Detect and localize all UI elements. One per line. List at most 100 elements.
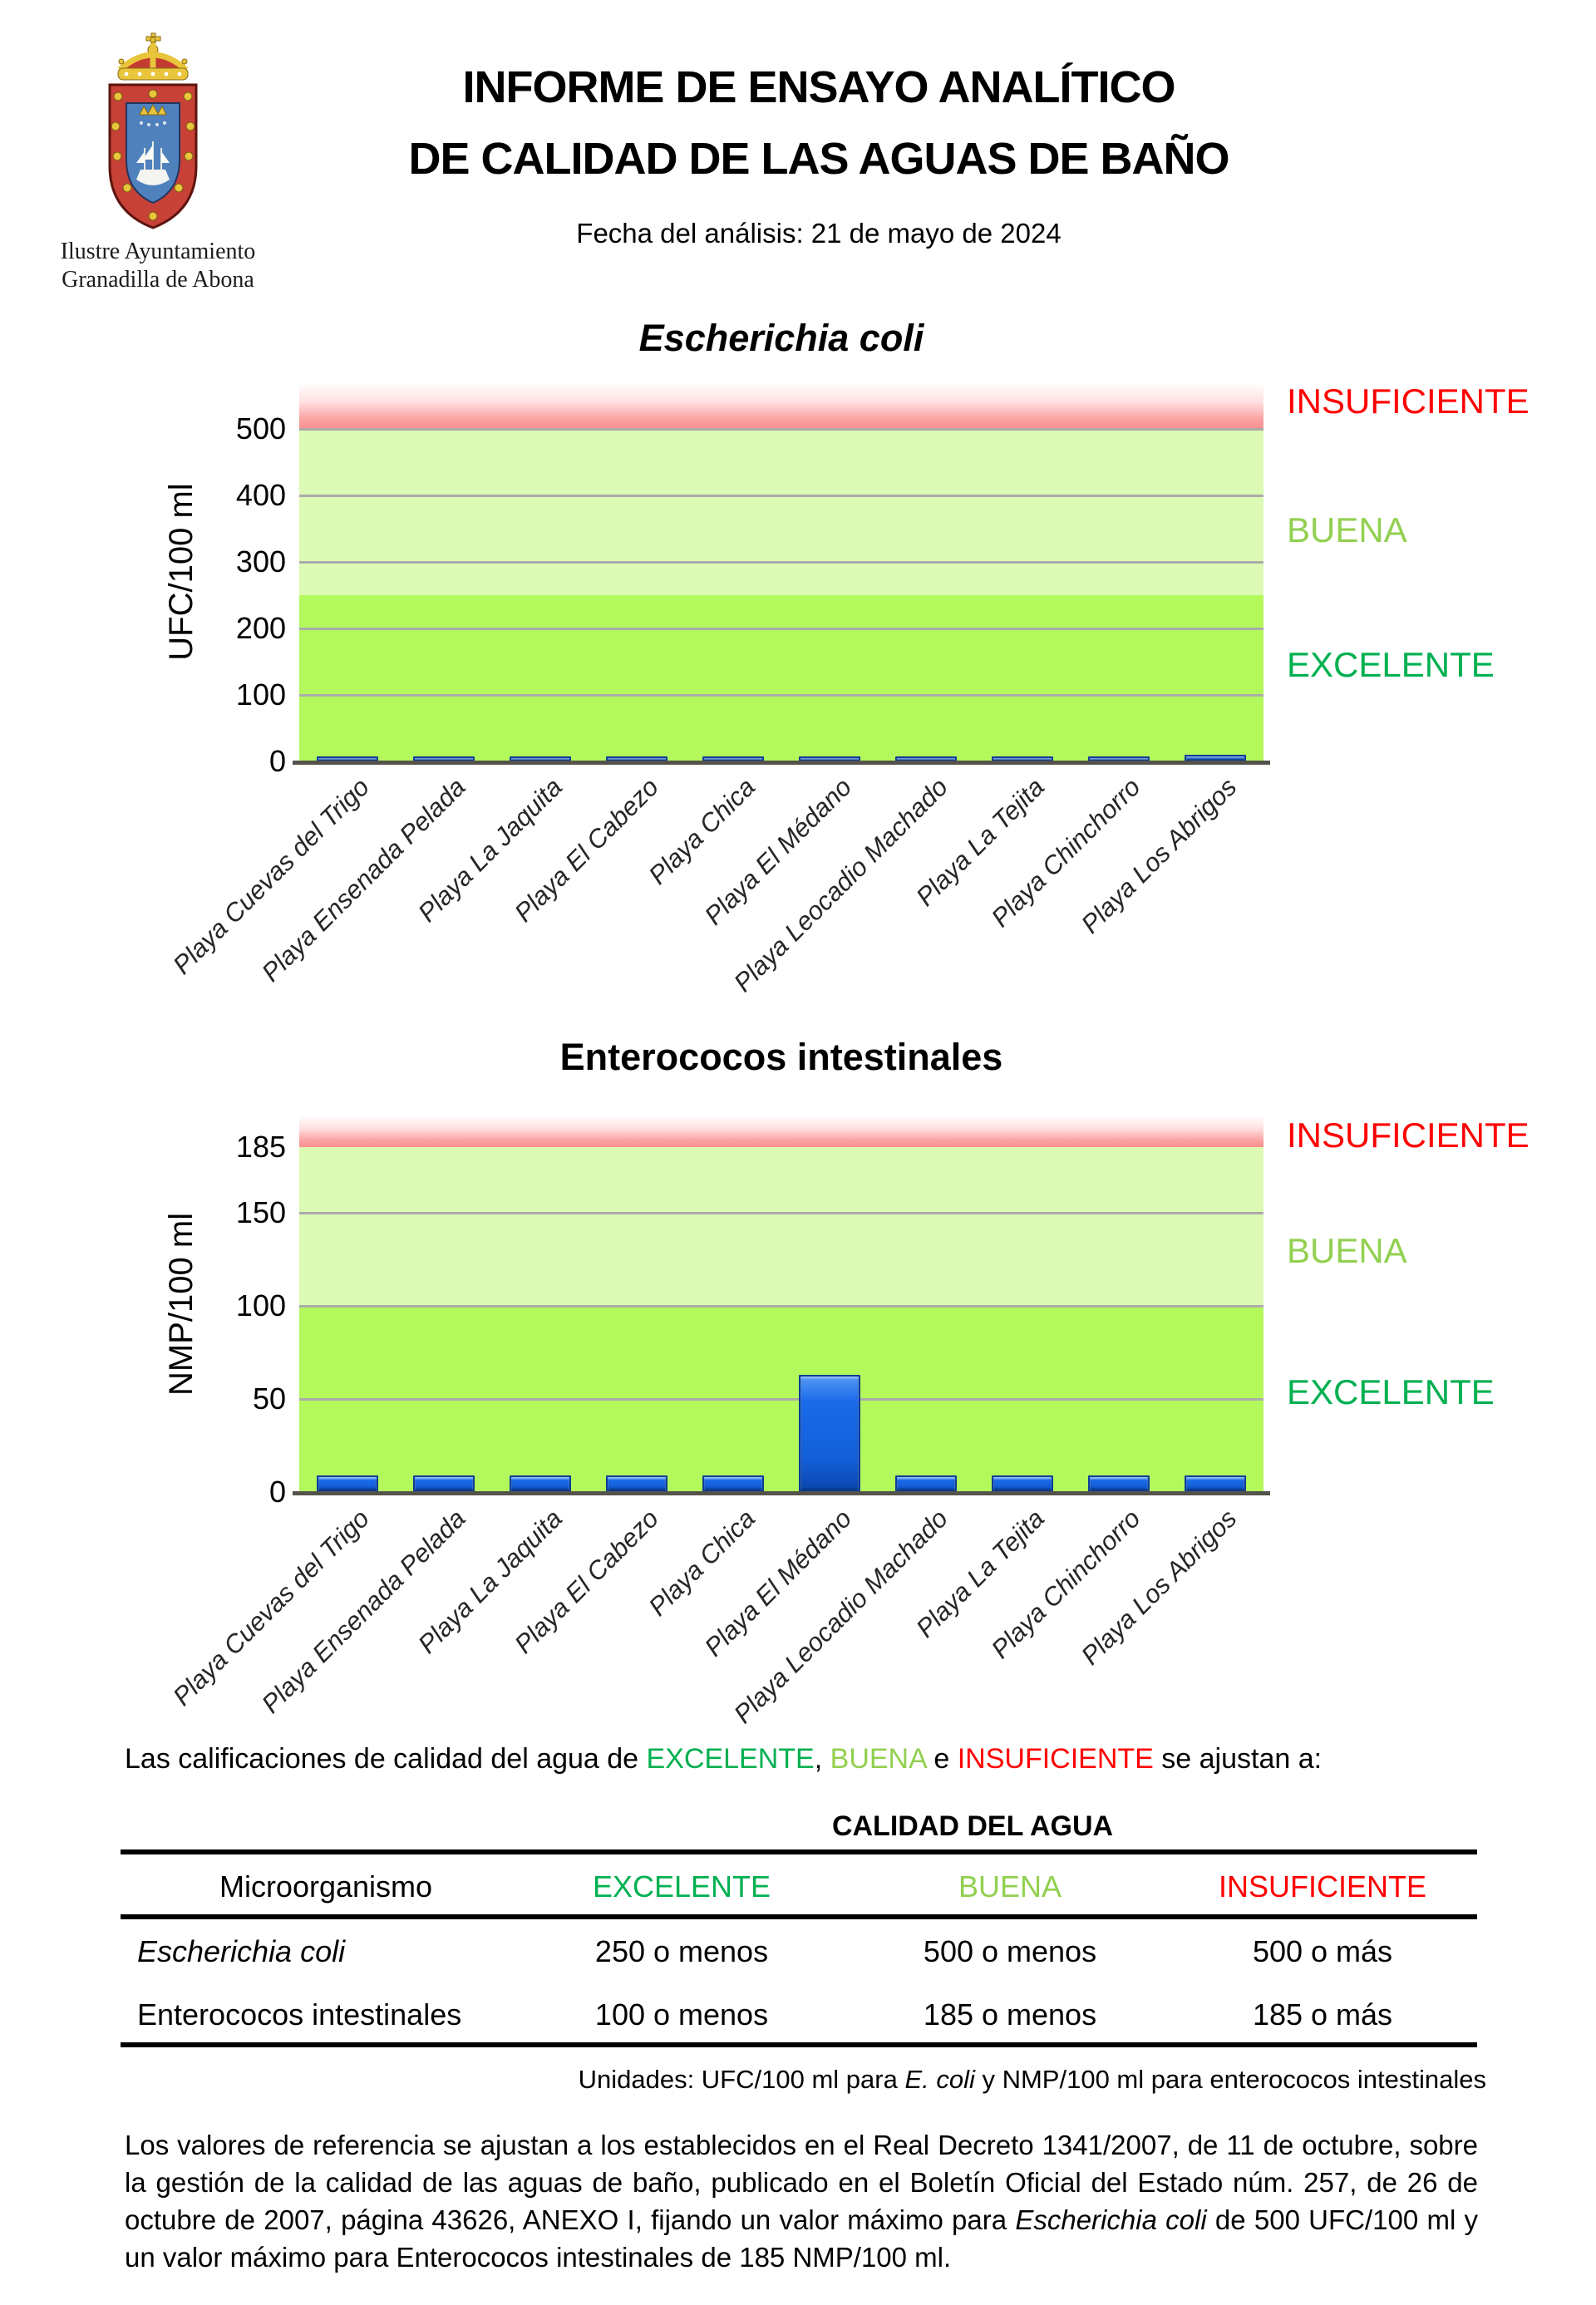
bar bbox=[799, 756, 860, 761]
bar bbox=[895, 1475, 957, 1492]
bar bbox=[606, 756, 667, 761]
reference-paragraph: Los valores de referencia se ajustan a l… bbox=[125, 2126, 1478, 2276]
zone-insuficiente bbox=[299, 382, 1264, 429]
municipality-name: Ilustre Ayuntamiento Granadilla de Abona bbox=[29, 238, 287, 294]
table-header-1: EXCELENTE bbox=[592, 1869, 771, 1904]
zone-buena bbox=[299, 429, 1264, 595]
municipal-crest bbox=[108, 32, 198, 229]
gridline bbox=[299, 428, 1264, 431]
text-segment: INSUFICIENTE bbox=[957, 1743, 1154, 1775]
zone-label-insuficiente: INSUFICIENTE bbox=[1287, 1116, 1530, 1155]
crown-icon bbox=[117, 32, 189, 81]
gridline bbox=[299, 561, 1264, 564]
bar bbox=[317, 1475, 378, 1492]
zone-insuficiente bbox=[299, 1116, 1264, 1148]
bar bbox=[895, 756, 957, 761]
gridline bbox=[299, 495, 1264, 497]
text-segment: de 500 UFC/100 ml y un valor máximo para… bbox=[125, 2204, 1479, 2273]
gridline bbox=[299, 628, 1264, 630]
gridline bbox=[299, 694, 1264, 697]
municipality-line1: Ilustre Ayuntamiento bbox=[60, 239, 256, 264]
bar bbox=[992, 756, 1053, 761]
table-cell: 250 o menos bbox=[594, 1934, 769, 1968]
text-segment: se ajustan a: bbox=[1153, 1743, 1323, 1775]
table-rule-header bbox=[121, 1914, 1477, 1919]
qualifications-line: Las calificaciones de calidad del agua d… bbox=[125, 1741, 1488, 1777]
chart-title: Escherichia coli bbox=[638, 317, 924, 359]
y-tick-label: 400 bbox=[235, 478, 286, 512]
bar bbox=[317, 756, 378, 761]
category-label: Playa Cuevas del Trigo bbox=[166, 772, 375, 980]
shield bbox=[108, 83, 198, 229]
chart-title: Enterococos intestinales bbox=[559, 1036, 1003, 1078]
y-tick-label: 100 bbox=[235, 677, 286, 712]
table-cell: 185 o menos bbox=[923, 1997, 1097, 2032]
y-tick-label: 185 bbox=[235, 1130, 286, 1165]
table-row-name: Enterococos intestinales bbox=[137, 1997, 462, 2032]
text-segment: Las calificaciones de calidad del agua d… bbox=[125, 1743, 647, 1775]
bar bbox=[702, 1475, 764, 1492]
gridline bbox=[299, 1304, 1264, 1308]
text-segment: e bbox=[925, 1743, 958, 1775]
text-segment: E. coli bbox=[904, 2065, 975, 2094]
bar bbox=[510, 756, 571, 761]
text-segment: BUENA bbox=[830, 1743, 926, 1775]
report-title: INFORME DE ENSAYO ANALÍTICO DE CALIDAD D… bbox=[154, 52, 1484, 195]
report-title-line1: INFORME DE ENSAYO ANALÍTICO bbox=[462, 62, 1175, 112]
bar bbox=[702, 756, 764, 761]
y-tick-label: 150 bbox=[235, 1194, 286, 1229]
text-segment: , bbox=[814, 1743, 830, 1775]
y-tick-label: 50 bbox=[252, 1381, 286, 1416]
zone-excelente bbox=[299, 595, 1264, 761]
text-segment: Los valores de referencia se ajustan a l… bbox=[125, 2130, 1478, 2235]
table-header-0: Microorganismo bbox=[219, 1869, 433, 1904]
table-cell: 500 o menos bbox=[923, 1934, 1097, 1968]
text-segment: EXCELENTE bbox=[646, 1743, 815, 1775]
y-axis-title: NMP/100 ml bbox=[163, 1212, 200, 1396]
bar bbox=[1185, 1475, 1246, 1492]
category-label: Playa Cuevas del Trigo bbox=[166, 1504, 375, 1712]
water-quality-table-title: CALIDAD DEL AGUA bbox=[831, 1810, 1114, 1842]
y-tick-label: 0 bbox=[268, 1475, 286, 1509]
table-row-name: Escherichia coli bbox=[137, 1934, 346, 1968]
table-header-2: BUENA bbox=[958, 1869, 1062, 1904]
table-cell: 500 o más bbox=[1252, 1934, 1393, 1968]
zone-label-buena: BUENA bbox=[1287, 510, 1407, 549]
y-tick-label: 200 bbox=[235, 611, 286, 645]
gridline bbox=[299, 1211, 1264, 1214]
text-segment: y NMP/100 ml para enterococos intestinal… bbox=[974, 2065, 1486, 2094]
zone-label-buena: BUENA bbox=[1287, 1231, 1407, 1270]
pomegranate-dots bbox=[111, 89, 195, 221]
y-axis-title: UFC/100 ml bbox=[163, 483, 200, 661]
table-header-3: INSUFICIENTE bbox=[1218, 1869, 1426, 1904]
table-cell: 100 o menos bbox=[594, 1997, 769, 2032]
bar bbox=[992, 1475, 1053, 1492]
bar bbox=[413, 756, 475, 761]
units-note: Unidades: UFC/100 ml para E. coli y NMP/… bbox=[579, 2063, 1486, 2096]
text-segment: Escherichia coli bbox=[1015, 2204, 1207, 2235]
bar bbox=[1088, 756, 1150, 761]
bar bbox=[799, 1374, 860, 1492]
y-tick-label: 500 bbox=[235, 411, 286, 446]
y-tick-label: 0 bbox=[268, 744, 286, 778]
x-axis-line bbox=[293, 1491, 1270, 1495]
y-tick-label: 300 bbox=[235, 544, 286, 579]
gridline bbox=[299, 1397, 1264, 1401]
zone-label-excelente: EXCELENTE bbox=[1287, 645, 1495, 684]
municipality-line2: Granadilla de Abona bbox=[62, 267, 254, 293]
table-cell: 185 o más bbox=[1252, 1997, 1393, 2032]
report-title-line2: DE CALIDAD DE LAS AGUAS DE BAÑO bbox=[408, 134, 1229, 184]
text-segment: Unidades: UFC/100 ml para bbox=[578, 2065, 905, 2094]
bar bbox=[413, 1475, 475, 1492]
bar bbox=[1088, 1475, 1150, 1492]
analysis-date: Fecha del análisis: 21 de mayo de 2024 bbox=[576, 218, 1062, 249]
y-tick-label: 100 bbox=[235, 1288, 286, 1322]
bar bbox=[606, 1475, 667, 1492]
x-axis-line bbox=[293, 761, 1270, 765]
table-rule-bottom bbox=[121, 2042, 1477, 2047]
zone-buena bbox=[299, 1147, 1264, 1306]
table-rule-top bbox=[121, 1849, 1477, 1854]
zone-label-insuficiente: INSUFICIENTE bbox=[1287, 382, 1530, 421]
ship-icon bbox=[136, 141, 170, 185]
